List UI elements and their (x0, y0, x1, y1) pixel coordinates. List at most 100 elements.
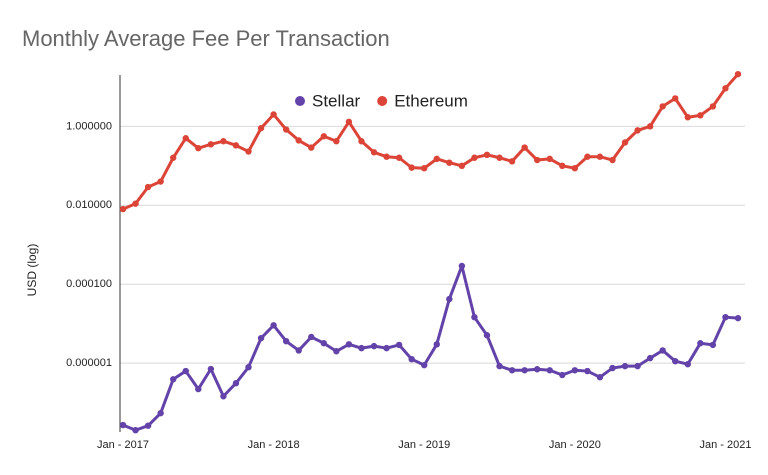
x-tick-label: Jan - 2018 (248, 439, 300, 451)
data-point (533, 156, 541, 164)
data-point (195, 385, 202, 393)
data-point (634, 362, 641, 370)
data-point (521, 144, 528, 151)
data-point (634, 127, 641, 134)
data-point (621, 139, 629, 146)
data-point (370, 149, 378, 156)
data-point (308, 333, 315, 341)
data-point (295, 347, 302, 354)
data-point (220, 138, 227, 145)
legend-marker (295, 96, 305, 106)
data-point (496, 154, 503, 161)
x-tick-label: Jan - 2020 (549, 439, 601, 451)
data-point (119, 205, 127, 213)
data-point (446, 295, 453, 303)
data-point (571, 367, 579, 374)
data-point (320, 340, 328, 347)
data-point (157, 409, 164, 417)
data-point (684, 114, 691, 121)
data-point (546, 367, 553, 374)
data-point (559, 162, 566, 170)
y-tick-label: 0.000001 (66, 357, 112, 369)
data-point (132, 426, 139, 434)
y-axis-label: USD (log) (25, 244, 39, 297)
data-point (697, 112, 704, 119)
data-point (333, 348, 340, 355)
data-point (596, 153, 604, 160)
data-point (709, 103, 717, 110)
data-point (734, 70, 742, 78)
data-point (433, 341, 440, 348)
data-point (157, 178, 164, 185)
data-point (345, 341, 353, 348)
data-point (508, 158, 516, 165)
x-tick-label: Jan - 2017 (97, 439, 149, 451)
data-point (119, 421, 127, 429)
data-point (483, 151, 491, 159)
data-point (270, 111, 277, 118)
data-point (408, 355, 415, 363)
data-point (383, 344, 390, 352)
data-point (245, 148, 252, 155)
data-point (722, 85, 729, 92)
data-point (659, 103, 666, 110)
data-point (584, 367, 591, 375)
data-point (358, 344, 365, 352)
data-point (734, 314, 742, 322)
data-point (609, 156, 616, 164)
y-tick-label: 0.000100 (66, 278, 112, 290)
data-point (684, 361, 691, 368)
chart-title: Monthly Average Fee Per Transaction (22, 26, 390, 51)
data-point (182, 135, 189, 142)
data-point (245, 363, 252, 371)
data-point (433, 155, 440, 163)
data-point (508, 367, 516, 374)
data-point (207, 365, 215, 373)
data-point (672, 95, 679, 102)
data-point (270, 322, 277, 329)
data-point (421, 361, 428, 369)
data-point (722, 313, 729, 321)
data-point (358, 138, 365, 145)
data-point (295, 137, 302, 144)
data-point (182, 367, 189, 375)
data-point (170, 154, 177, 161)
data-point (207, 141, 215, 148)
y-tick-label: 1.000000 (66, 120, 112, 132)
data-point (584, 153, 591, 160)
data-point (446, 159, 453, 166)
data-point (257, 124, 265, 132)
data-point (471, 154, 478, 161)
data-point (144, 183, 152, 191)
data-point (709, 341, 717, 349)
data-point (496, 362, 503, 370)
data-point (546, 155, 553, 163)
data-point (521, 367, 528, 374)
data-point (458, 262, 466, 270)
y-tick-label: 0.010000 (66, 199, 112, 211)
data-point (308, 144, 315, 151)
data-point (395, 341, 403, 349)
data-point (533, 366, 541, 373)
data-point (559, 371, 566, 379)
data-point (395, 154, 403, 161)
data-point (646, 354, 654, 362)
data-point (220, 393, 227, 400)
data-point (282, 126, 290, 133)
data-point (421, 164, 428, 172)
data-point (458, 162, 466, 170)
data-point (333, 138, 340, 145)
data-point (170, 376, 177, 383)
x-tick-label: Jan - 2019 (398, 439, 450, 451)
data-point (232, 142, 240, 149)
data-point (257, 334, 265, 342)
data-point (320, 133, 328, 140)
data-point (672, 358, 679, 365)
data-point (697, 340, 704, 347)
data-point (345, 118, 353, 126)
x-tick-label: Jan - 2021 (699, 439, 751, 451)
data-point (659, 347, 666, 354)
data-point (571, 164, 579, 172)
